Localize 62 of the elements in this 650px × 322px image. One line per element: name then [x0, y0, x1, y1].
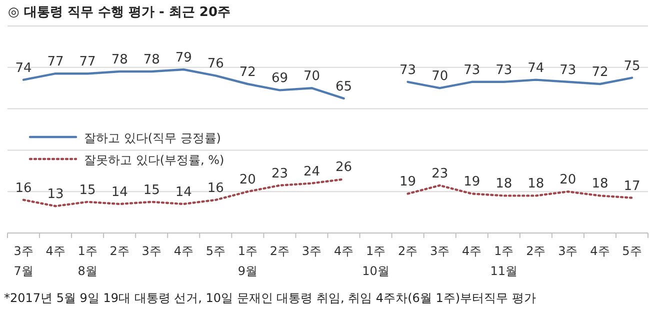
- data-label: 15: [143, 182, 160, 198]
- x-tick-label: 3주 7월: [14, 244, 34, 278]
- data-label: 18: [496, 176, 512, 192]
- x-tick-label: 4주: [174, 244, 194, 258]
- data-label: 73: [496, 62, 512, 78]
- data-label: 18: [592, 176, 608, 192]
- text: *2017년 5월 9일 19대 대통령 선거, 10일 문재인 대통령 취임, 취임 4주차(6월 1주)부터직무 평가: [4, 291, 536, 305]
- legend-label: 잘못하고 있다(부정률, %): [84, 153, 224, 167]
- data-label: 73: [400, 62, 416, 78]
- data-label: 70: [432, 69, 448, 84]
- data-label: 19: [464, 174, 480, 190]
- x-tick-label: 4주: [334, 244, 354, 258]
- chart-title: ◎ 대통령 직무 수행 평가 - 최근 20주: [8, 5, 231, 20]
- data-label: 19: [400, 174, 416, 190]
- data-label: 70: [303, 69, 320, 84]
- data-label: 73: [560, 62, 576, 78]
- x-tick-label: 3주: [302, 244, 322, 258]
- data-label: 72: [239, 64, 256, 80]
- data-label: 69: [271, 71, 288, 86]
- x-tick-label: 4주: [46, 244, 66, 258]
- data-label: 73: [464, 62, 480, 78]
- x-tick-label: 2주: [110, 244, 130, 258]
- x-tick-label: 1주 11월: [490, 244, 518, 278]
- data-label: 75: [624, 58, 640, 74]
- x-tick-label: 1주 10월: [362, 244, 390, 278]
- x-tick-label: 2주: [526, 244, 546, 258]
- data-label: 79: [175, 50, 192, 66]
- data-label: 78: [111, 52, 128, 68]
- data-label: 20: [239, 172, 256, 188]
- data-label: 78: [143, 52, 160, 68]
- data-label: 65: [335, 79, 352, 94]
- data-label: 15: [79, 182, 96, 198]
- data-label: 74: [15, 60, 32, 76]
- x-tick-label: 3주: [430, 244, 450, 258]
- data-label: 18: [528, 176, 544, 192]
- data-label: 23: [432, 166, 448, 182]
- x-tick-label: 1주 8월: [78, 244, 98, 278]
- data-label: 72: [592, 64, 608, 80]
- data-label: 77: [47, 54, 64, 70]
- x-tick-label: 3주: [142, 244, 162, 258]
- legend-label: 잘하고 있다(직무 긍정률): [84, 131, 221, 145]
- data-label: 14: [111, 185, 128, 200]
- data-label: 16: [15, 180, 32, 196]
- data-label: 76: [207, 56, 224, 72]
- data-label: 16: [207, 180, 224, 196]
- data-label: 74: [528, 60, 544, 76]
- x-tick-label: 2주: [398, 244, 418, 258]
- data-label: 77: [79, 54, 96, 70]
- data-label: 20: [560, 172, 576, 188]
- x-tick-label: 4주: [462, 244, 482, 258]
- data-label: 26: [335, 160, 352, 176]
- data-label: 23: [271, 166, 288, 182]
- data-label: 24: [303, 164, 320, 180]
- x-tick-label: 4주: [590, 244, 610, 258]
- x-tick-label: 3주: [558, 244, 578, 258]
- x-tick-label: 5주: [622, 244, 642, 258]
- x-tick-label: 2주: [270, 244, 290, 258]
- x-tick-label: 1주 9월: [238, 244, 258, 278]
- data-label: 17: [624, 178, 640, 194]
- data-label: 14: [175, 185, 192, 200]
- x-tick-label: 5주: [206, 244, 226, 258]
- data-label: 13: [47, 187, 64, 202]
